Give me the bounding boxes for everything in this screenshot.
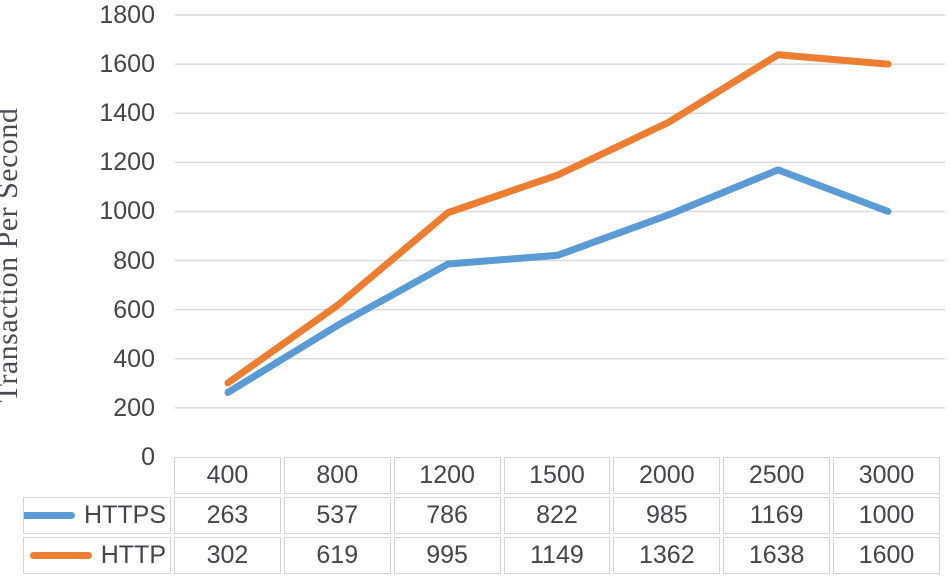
series-name-label: HTTPS xyxy=(84,501,166,529)
y-tick-label: 600 xyxy=(113,295,155,324)
y-tick-label: 1800 xyxy=(99,1,155,29)
y-tick-label: 0 xyxy=(141,443,155,471)
table-row-https: HTTPS 263 537 786 822 985 1169 1000 xyxy=(23,497,940,534)
value-cell-http: 1362 xyxy=(613,537,721,574)
value-cell-http: 302 xyxy=(174,537,281,574)
x-category-label: 3000 xyxy=(833,457,940,494)
value-cell-https: 263 xyxy=(174,497,281,534)
value-cell-http: 995 xyxy=(393,537,501,574)
value-cell-https: 822 xyxy=(503,497,611,534)
x-category-label: 1200 xyxy=(393,457,501,494)
x-category-label: 2500 xyxy=(723,457,831,494)
legend-cell-https: HTTPS xyxy=(23,497,171,534)
value-cell-http: 619 xyxy=(283,537,391,574)
value-cell-http: 1149 xyxy=(503,537,611,574)
plot-area xyxy=(175,14,945,409)
y-tick-label: 1200 xyxy=(99,148,155,177)
y-tick-label: 400 xyxy=(113,344,155,373)
x-category-label: 800 xyxy=(283,457,391,494)
value-cell-https: 1000 xyxy=(833,497,940,534)
y-axis-tick-labels: 1800 1600 1400 1200 1000 800 600 400 200 0 xyxy=(0,0,157,480)
data-table: 400 800 1200 1500 2000 2500 3000 HTTPS 263 537 786… xyxy=(20,454,943,577)
y-tick-label: 1400 xyxy=(99,99,155,128)
legend-cell-http: HTTP xyxy=(23,537,171,574)
series-line-http xyxy=(224,51,892,387)
table-corner-cell xyxy=(23,457,171,494)
legend-swatch-http-icon xyxy=(29,552,92,559)
value-cell-https: 1169 xyxy=(723,497,831,534)
table-header-row: 400 800 1200 1500 2000 2500 3000 xyxy=(23,457,940,494)
legend-swatch-https-icon xyxy=(24,512,76,519)
y-tick-label: 200 xyxy=(113,393,155,422)
table-row-http: HTTP 302 619 995 1149 1362 1638 1600 xyxy=(23,537,940,574)
series-name-label: HTTP xyxy=(100,541,166,569)
value-cell-https: 985 xyxy=(613,497,721,534)
y-tick-label: 1000 xyxy=(99,197,155,226)
y-tick-label: 1600 xyxy=(99,50,155,79)
value-cell-http: 1600 xyxy=(833,537,940,574)
value-cell-https: 786 xyxy=(393,497,501,534)
value-cell-http: 1638 xyxy=(723,537,831,574)
x-category-label: 400 xyxy=(174,457,281,494)
value-cell-https: 537 xyxy=(283,497,391,534)
series-line-https xyxy=(224,166,892,396)
x-category-label: 1500 xyxy=(503,457,611,494)
x-category-label: 2000 xyxy=(613,457,721,494)
y-tick-label: 800 xyxy=(113,246,155,275)
